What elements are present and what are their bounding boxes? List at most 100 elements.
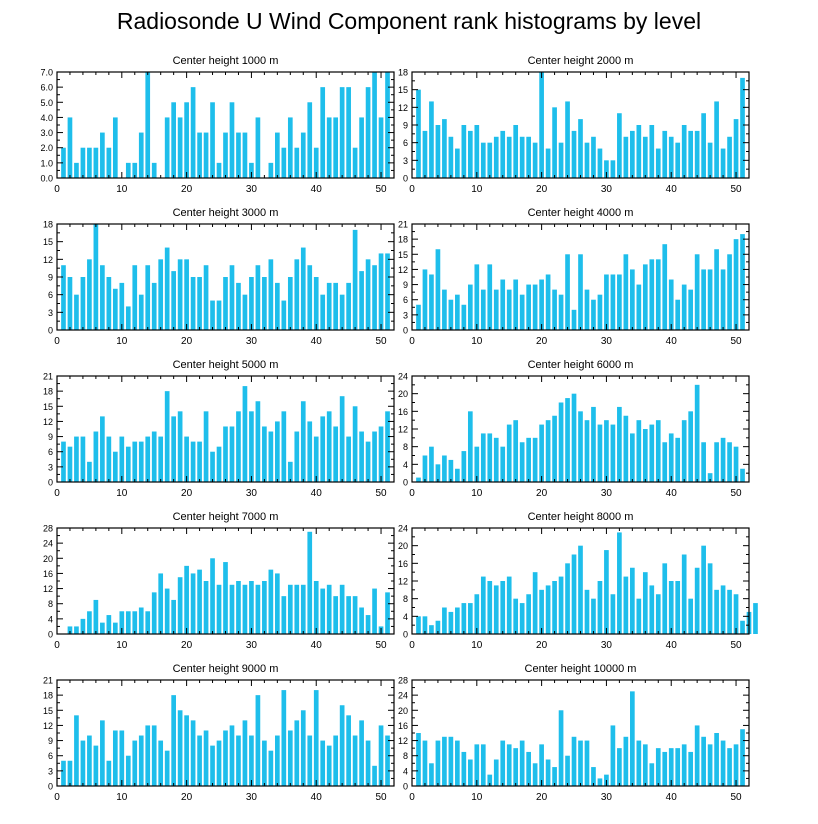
histogram-bar [649,125,655,178]
histogram-bar [352,596,358,634]
histogram-bar [242,584,248,634]
histogram-bar [268,431,274,482]
histogram-bar [300,710,306,786]
y-tick-label: 24 [398,691,408,701]
histogram-bar [80,147,86,178]
x-tick-label: 10 [471,184,483,195]
y-tick-label: 12 [43,721,53,731]
histogram-bar [649,424,655,482]
y-tick-label: 4 [403,460,408,470]
histogram-bar [197,132,202,178]
histogram-bar [474,125,480,178]
histogram-bar [442,607,447,634]
histogram-bar [145,72,151,178]
x-tick-label: 20 [536,336,548,347]
histogram-bar [571,393,577,482]
y-tick-label: 12 [398,265,408,275]
histogram-bar [578,254,583,330]
main-title: Radiosonde U Wind Component rank histogr… [116,8,702,34]
histogram-bar [74,436,79,482]
histogram-bar [487,774,493,786]
histogram-bar [365,259,371,330]
histogram-bar [346,436,351,482]
histogram-bar [649,585,655,634]
histogram-bar [701,442,706,482]
histogram-bar [435,740,441,786]
histogram-bar [623,576,629,634]
histogram-bar [435,464,441,482]
histogram-bar [493,585,499,634]
histogram-bar [461,751,467,786]
histogram-bar [158,436,164,482]
histogram-bar [467,130,473,178]
histogram-bar [727,748,732,786]
histogram-bar [429,446,434,482]
histogram-bar [138,132,144,178]
histogram-bar [313,690,319,786]
histogram-bar [61,265,66,330]
y-tick-label: 6 [48,751,53,761]
y-tick-label: 4 [48,614,53,624]
histogram-panel: Center height 1000 m 0 10 20 30 40 50 0.0 1.0 2.0… [40,55,395,195]
histogram-bar [385,735,390,786]
histogram-bar [67,117,73,178]
histogram-bar [578,119,583,178]
histogram-bar [236,735,241,786]
histogram-bar [571,554,577,634]
histogram-bar [727,254,732,330]
histogram-bar [655,594,661,634]
histogram-bar [320,740,326,786]
histogram-bar [455,148,460,178]
histogram-bar [151,162,157,178]
x-tick-label: 0 [409,336,415,347]
y-tick-label: 24 [398,524,408,534]
histogram-bar [500,130,506,178]
histogram-bar [467,411,473,482]
histogram-bar [171,271,176,330]
y-tick-label: 0 [403,174,408,184]
histogram-bar [326,117,332,178]
y-tick-label: 12 [398,577,408,587]
histogram-bar [662,442,668,482]
histogram-bar [480,744,486,786]
histogram-bar [333,282,339,330]
x-tick-label: 0 [54,184,60,195]
histogram-bar [61,760,66,786]
histogram-bar [545,585,551,634]
histogram-bar [584,289,590,330]
histogram-bar [184,565,189,634]
histogram-bar [216,162,222,178]
histogram-bar [565,398,570,482]
histogram-bar [610,160,616,178]
histogram-bar [642,136,648,178]
histogram-bar [429,101,434,178]
histogram-bar [500,279,506,330]
x-tick-label: 40 [311,336,323,347]
histogram-bar [461,451,467,482]
y-tick-label: 9 [48,432,53,442]
x-tick-label: 30 [246,640,258,651]
histogram-bar [300,247,306,330]
panel-title: Center height 1000 m [173,55,279,67]
y-tick-label: 16 [398,559,408,569]
y-tick-label: 8 [403,751,408,761]
histogram-bar [597,294,603,330]
histogram-bar [442,736,447,786]
histogram-bar [275,573,280,634]
x-tick-label: 30 [246,336,258,347]
histogram-bar [675,142,681,178]
histogram-bar [506,289,512,330]
histogram-bar [281,300,287,330]
panel-title: Center height 9000 m [173,663,279,675]
x-tick-label: 40 [311,488,323,499]
histogram-bar [326,745,332,786]
histogram-bar [106,147,112,178]
histogram-bar [184,715,189,786]
histogram-bar [164,247,170,330]
y-tick-label: 28 [43,524,53,534]
y-tick-label: 1.0 [40,158,53,168]
histogram-bar [359,607,364,634]
histogram-bar [714,101,719,178]
histogram-bar [623,254,629,330]
histogram-bar [320,588,326,634]
